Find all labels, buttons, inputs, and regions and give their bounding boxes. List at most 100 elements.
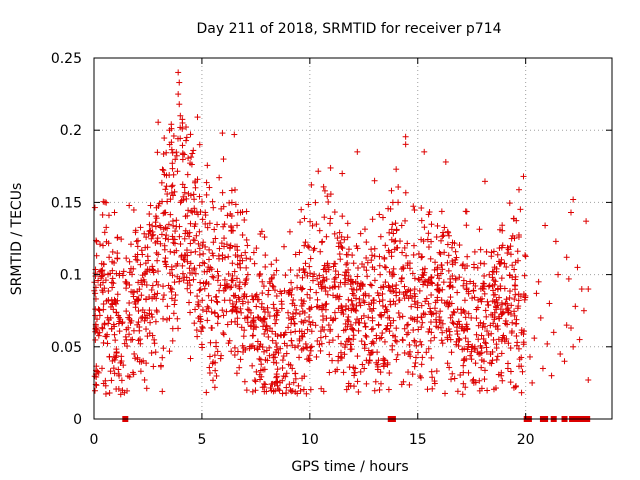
data-point xyxy=(210,274,217,281)
data-point xyxy=(122,333,129,340)
data-point xyxy=(173,217,180,224)
data-point xyxy=(475,297,482,304)
data-point xyxy=(382,264,389,271)
data-point xyxy=(203,179,210,186)
data-point xyxy=(555,271,562,278)
data-point xyxy=(494,286,501,293)
data-point xyxy=(302,239,309,246)
data-point xyxy=(421,224,428,231)
data-point xyxy=(285,324,292,331)
data-point xyxy=(401,244,408,251)
data-point xyxy=(415,276,422,283)
data-point xyxy=(467,278,474,285)
data-point xyxy=(211,384,218,391)
data-point xyxy=(296,337,303,344)
data-point xyxy=(147,202,154,209)
data-point xyxy=(225,253,232,260)
data-point xyxy=(418,204,425,211)
data-point xyxy=(238,309,245,316)
data-point xyxy=(451,375,458,382)
data-point xyxy=(345,272,352,279)
data-point xyxy=(460,369,467,376)
data-point xyxy=(367,281,374,288)
data-point xyxy=(166,141,173,148)
data-point xyxy=(475,336,482,343)
data-point xyxy=(321,262,328,269)
data-point xyxy=(231,268,238,275)
data-point xyxy=(99,365,106,372)
data-point xyxy=(499,301,506,308)
data-point xyxy=(260,323,267,330)
data-point xyxy=(143,326,150,333)
data-point xyxy=(178,252,185,259)
x-tick-label: 20 xyxy=(517,432,535,448)
data-point xyxy=(103,238,110,245)
data-point xyxy=(304,326,311,333)
data-point xyxy=(389,199,396,206)
data-point xyxy=(117,391,124,398)
data-point xyxy=(220,331,227,338)
data-point xyxy=(159,296,166,303)
data-point xyxy=(339,213,346,220)
data-point xyxy=(143,282,150,289)
data-point xyxy=(498,275,505,282)
data-point xyxy=(363,380,370,387)
data-point xyxy=(169,165,176,172)
data-point xyxy=(297,387,304,394)
data-point xyxy=(176,79,183,86)
data-point xyxy=(437,308,444,315)
data-point xyxy=(115,366,122,373)
data-point xyxy=(98,267,105,274)
data-point xyxy=(161,258,168,265)
data-point xyxy=(154,290,161,297)
data-point xyxy=(313,221,320,228)
data-point xyxy=(105,288,112,295)
data-point xyxy=(220,203,227,210)
data-point xyxy=(292,370,299,377)
data-point xyxy=(392,237,399,244)
data-point xyxy=(436,275,443,282)
data-point xyxy=(368,257,375,264)
data-point xyxy=(387,320,394,327)
data-point xyxy=(403,322,410,329)
data-point xyxy=(306,357,313,364)
data-point xyxy=(194,114,201,121)
data-point xyxy=(298,302,305,309)
data-point xyxy=(331,209,338,216)
data-point xyxy=(243,208,250,215)
data-point xyxy=(483,248,490,255)
data-point xyxy=(376,262,383,269)
data-point xyxy=(469,295,476,302)
data-point xyxy=(92,306,99,313)
data-point xyxy=(148,286,155,293)
data-point xyxy=(511,308,518,315)
data-point xyxy=(416,287,423,294)
data-point xyxy=(535,278,542,285)
data-point xyxy=(351,383,358,390)
data-point xyxy=(158,231,165,238)
data-point xyxy=(491,299,498,306)
data-point xyxy=(169,182,176,189)
data-point xyxy=(351,372,358,379)
data-point xyxy=(502,320,509,327)
data-point xyxy=(118,377,125,384)
data-point xyxy=(167,211,174,218)
data-point xyxy=(307,306,314,313)
data-point xyxy=(249,332,256,339)
data-point xyxy=(283,384,290,391)
data-point xyxy=(474,264,481,271)
data-point xyxy=(144,266,151,273)
data-point xyxy=(230,227,237,234)
data-point xyxy=(234,315,241,322)
data-point xyxy=(319,238,326,245)
data-point xyxy=(253,368,260,375)
data-point xyxy=(108,279,115,286)
data-point xyxy=(425,345,432,352)
data-point xyxy=(238,252,245,259)
data-point xyxy=(150,231,157,238)
data-point xyxy=(212,235,219,242)
data-point xyxy=(509,319,516,326)
data-point xyxy=(240,348,247,355)
data-point xyxy=(396,314,403,321)
data-point xyxy=(137,224,144,231)
